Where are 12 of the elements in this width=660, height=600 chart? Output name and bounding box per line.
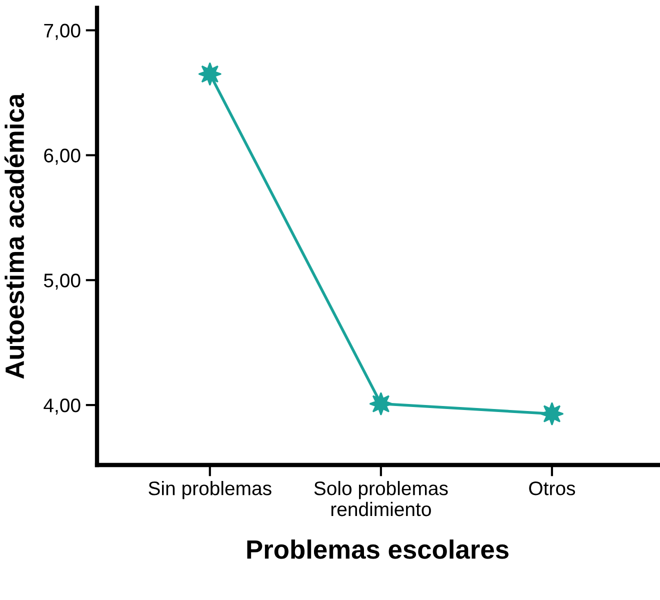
y-axis-title: Autoestima académica bbox=[4, 93, 24, 379]
x-tick-label: Solo problemas rendimiento bbox=[314, 480, 448, 516]
x-axis-title: Problemas escolares bbox=[247, 539, 508, 559]
point bbox=[198, 62, 222, 86]
point bbox=[540, 402, 564, 426]
x-tick-label: Otros bbox=[529, 481, 576, 496]
y-tick-label: 4,00 bbox=[44, 398, 80, 415]
x-tick-label: Sin problemas bbox=[148, 480, 272, 500]
y-tick-label: 5,00 bbox=[44, 274, 80, 290]
y-tick-label: 6,00 bbox=[44, 148, 80, 165]
point bbox=[369, 392, 393, 416]
y-tick-label: 7,00 bbox=[44, 24, 80, 40]
